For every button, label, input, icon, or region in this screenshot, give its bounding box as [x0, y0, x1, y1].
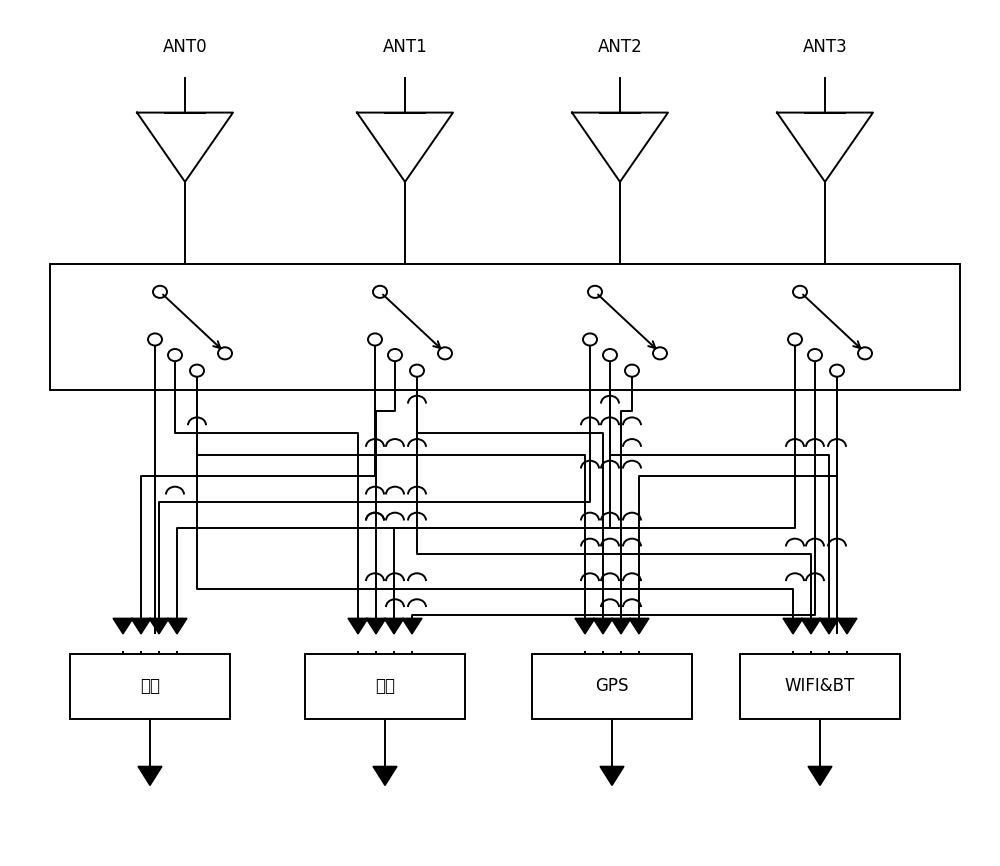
Circle shape — [148, 333, 162, 346]
Polygon shape — [611, 618, 631, 634]
Polygon shape — [167, 618, 187, 634]
Text: 主集: 主集 — [140, 677, 160, 695]
Text: ANT3: ANT3 — [803, 38, 847, 56]
Polygon shape — [149, 618, 169, 634]
Circle shape — [190, 365, 204, 377]
Circle shape — [830, 365, 844, 377]
Bar — [50, 264, 960, 390]
Bar — [305, 654, 465, 719]
Circle shape — [218, 347, 232, 359]
Polygon shape — [783, 618, 803, 634]
Polygon shape — [600, 766, 624, 785]
Polygon shape — [402, 618, 422, 634]
Polygon shape — [808, 766, 832, 785]
Circle shape — [793, 286, 807, 298]
Circle shape — [603, 349, 617, 361]
Polygon shape — [575, 618, 595, 634]
Circle shape — [858, 347, 872, 359]
Bar — [740, 654, 900, 719]
Text: ANT0: ANT0 — [163, 38, 207, 56]
Circle shape — [808, 349, 822, 361]
Circle shape — [410, 365, 424, 377]
Text: 分集: 分集 — [375, 677, 395, 695]
Circle shape — [588, 286, 602, 298]
Circle shape — [625, 365, 639, 377]
Polygon shape — [348, 618, 368, 634]
Polygon shape — [801, 618, 821, 634]
Circle shape — [388, 349, 402, 361]
Polygon shape — [131, 618, 151, 634]
Circle shape — [438, 347, 452, 359]
Circle shape — [583, 333, 597, 346]
Circle shape — [168, 349, 182, 361]
Polygon shape — [384, 618, 404, 634]
Bar — [70, 654, 230, 719]
Polygon shape — [373, 766, 397, 785]
Polygon shape — [366, 618, 386, 634]
Circle shape — [788, 333, 802, 346]
Polygon shape — [113, 618, 133, 634]
Text: GPS: GPS — [595, 677, 629, 695]
Text: ANT2: ANT2 — [598, 38, 642, 56]
Bar — [532, 654, 692, 719]
Polygon shape — [593, 618, 613, 634]
Text: ANT1: ANT1 — [383, 38, 427, 56]
Circle shape — [373, 286, 387, 298]
Circle shape — [368, 333, 382, 346]
Polygon shape — [819, 618, 839, 634]
Circle shape — [653, 347, 667, 359]
Circle shape — [153, 286, 167, 298]
Polygon shape — [837, 618, 857, 634]
Polygon shape — [629, 618, 649, 634]
Text: WIFI&BT: WIFI&BT — [785, 677, 855, 695]
Polygon shape — [138, 766, 162, 785]
